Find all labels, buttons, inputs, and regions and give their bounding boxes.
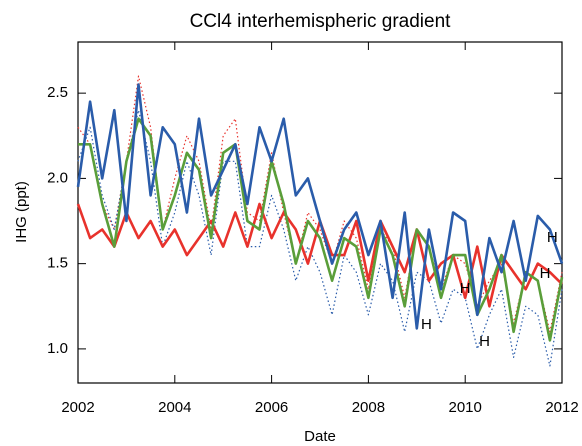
y-tick-label: 2.0 <box>47 169 68 186</box>
data-line <box>77 75 563 333</box>
y-tick-label: 1.0 <box>47 340 68 357</box>
annotation: H <box>547 229 558 246</box>
plot-frame <box>77 41 563 384</box>
x-tick-label: 2002 <box>61 399 94 416</box>
x-axis-label: Date <box>304 428 336 445</box>
y-tick-label: 1.5 <box>47 255 68 272</box>
x-tick-label: 2008 <box>352 399 385 416</box>
y-axis-label: IHG (ppt) <box>13 181 30 243</box>
x-tick-label: 2012 <box>545 399 578 416</box>
data-line <box>78 117 564 342</box>
annotation: H <box>540 265 551 282</box>
x-tick-label: 2010 <box>449 399 482 416</box>
annotation: H <box>421 316 432 333</box>
x-tick-label: 2006 <box>255 399 288 416</box>
annotation: H <box>479 333 490 350</box>
chart-title: CCl4 interhemispheric gradient <box>190 11 452 32</box>
data-line <box>77 109 563 367</box>
data-line <box>76 83 564 330</box>
y-tick-label: 2.5 <box>47 84 68 101</box>
annotation: H <box>460 280 471 297</box>
x-tick-label: 2004 <box>158 399 191 416</box>
